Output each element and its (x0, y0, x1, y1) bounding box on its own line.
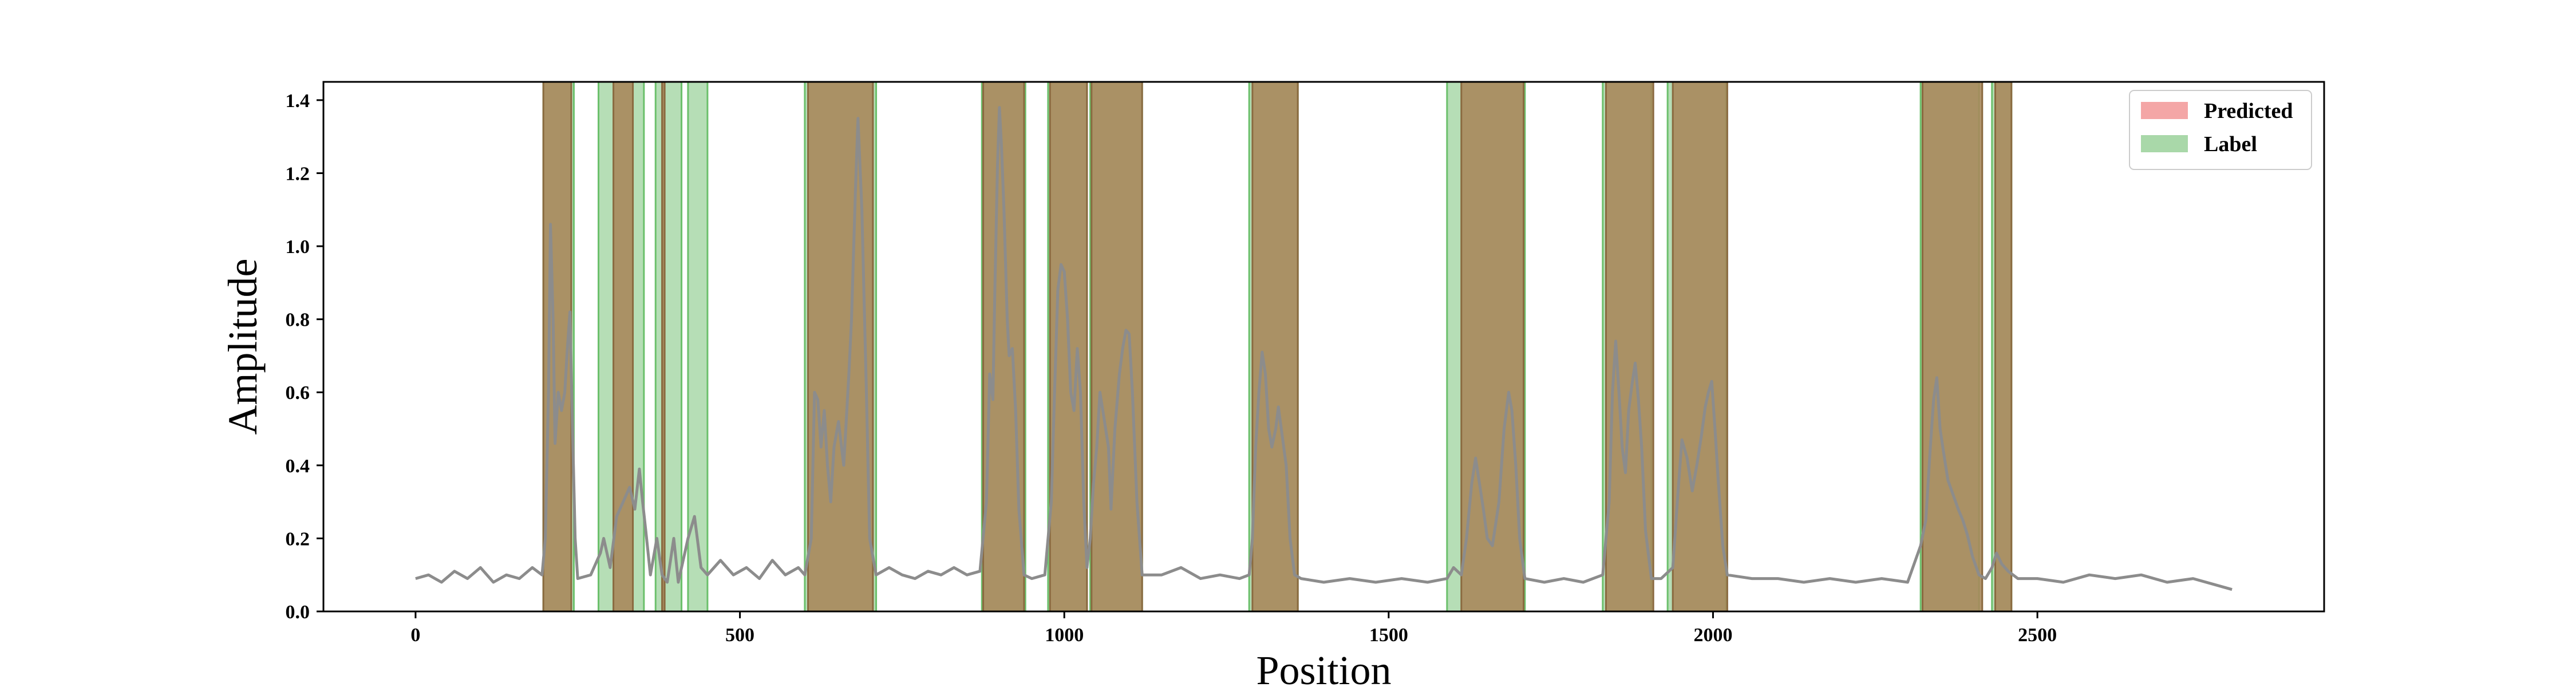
predicted-region-4 (982, 81, 1025, 613)
predicted-region-10 (1672, 81, 1728, 613)
y-tick-label-4: 0.8 (286, 310, 310, 331)
predicted-region-12 (1994, 81, 2013, 613)
y-tick-label-2: 0.4 (286, 456, 310, 477)
y-tick-label-0: 0.0 (286, 602, 310, 623)
x-tick-label-3: 1500 (1369, 625, 1408, 646)
legend-label-1: Label (2204, 132, 2257, 156)
label-region-2 (654, 81, 683, 613)
predicted-region-8 (1460, 81, 1525, 613)
y-tick-label-6: 1.2 (286, 163, 310, 184)
legend-label-0: Predicted (2204, 99, 2293, 123)
x-axis-label: Position (1256, 647, 1391, 687)
x-tick-label-5: 2500 (2018, 625, 2057, 646)
predicted-region-6 (1091, 81, 1143, 613)
x-tick-label-0: 0 (410, 625, 420, 646)
y-tick-label-5: 1.0 (286, 236, 310, 258)
predicted-regions (542, 81, 2013, 613)
legend-swatch-1 (2141, 135, 2188, 152)
y-tick-label-7: 1.4 (286, 90, 310, 112)
y-tick-label-1: 0.2 (286, 528, 310, 550)
predicted-region-1 (613, 81, 634, 613)
predicted-region-3 (807, 81, 874, 613)
series-line-0 (415, 106, 2233, 591)
y-axis-label: Amplitude (220, 259, 266, 435)
axes: 0 500 1000 1500 2000 2500 0.0 0.2 0.4 0.6 0.8 1.0 1.… (286, 81, 2325, 646)
legend-swatch-0 (2141, 102, 2188, 119)
x-tick-label-4: 2000 (1693, 625, 1732, 646)
series-layer (415, 106, 2233, 591)
predicted-region-2 (661, 81, 666, 613)
x-tick-label-2: 1000 (1045, 625, 1084, 646)
predicted-region-11 (1922, 81, 1984, 613)
plot-frame (322, 81, 2325, 613)
y-tick-label-3: 0.6 (286, 382, 310, 404)
x-tick-label-1: 500 (725, 625, 754, 646)
legend: Predicted Label (2129, 90, 2312, 170)
